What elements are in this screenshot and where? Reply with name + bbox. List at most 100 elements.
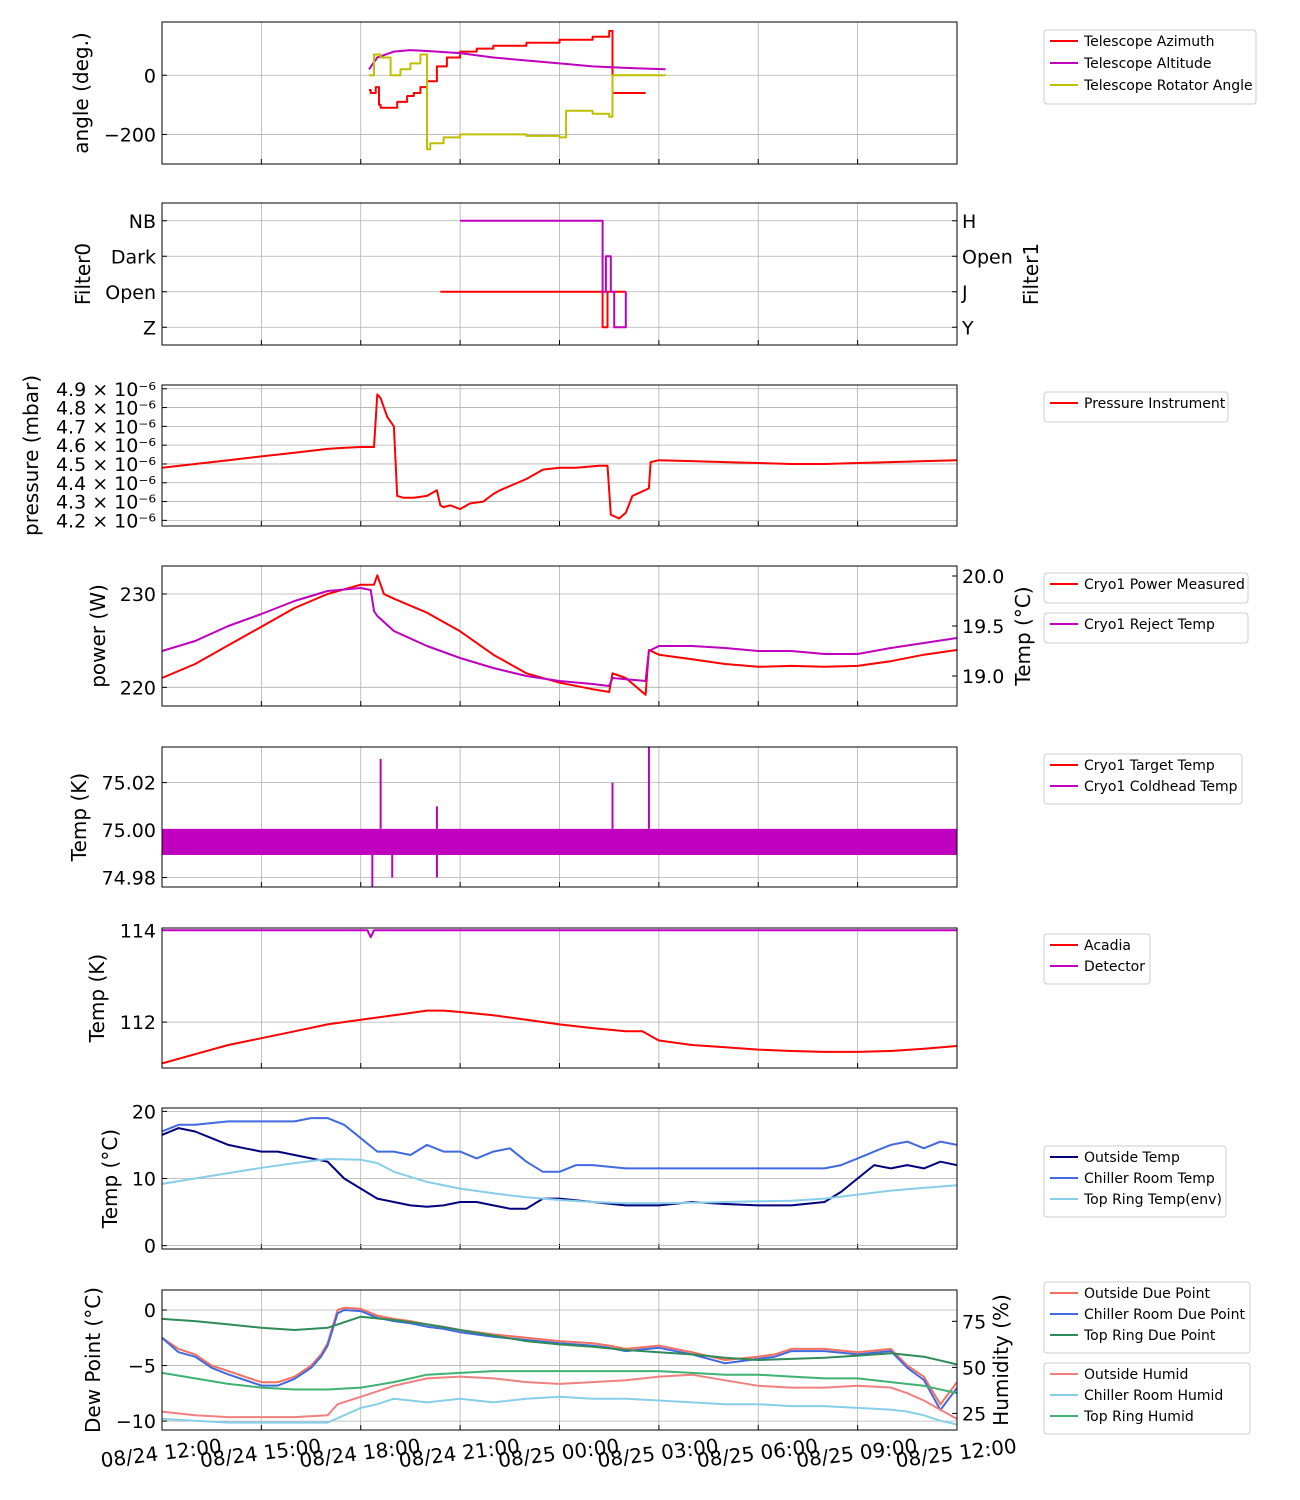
legend-box xyxy=(1043,1362,1251,1435)
legend-label: Pressure Instrument xyxy=(1084,396,1226,412)
y-tick-label: −5 xyxy=(128,1356,156,1378)
y-tick-label: Dark xyxy=(111,246,156,268)
panel-pressure: 4.2 × 10⁻⁶4.3 × 10⁻⁶4.4 × 10⁻⁶4.5 × 10⁻⁶… xyxy=(19,375,1229,536)
y-axis-label: pressure (mbar) xyxy=(19,375,43,536)
y-tick-label-right: H xyxy=(962,211,976,233)
y-axis-label: Temp (K) xyxy=(67,773,91,862)
y-tick-label: 4.7 × 10⁻⁶ xyxy=(56,416,156,438)
y-tick-label: 75.00 xyxy=(102,820,156,842)
series-band-cryo1-coldhead-temp xyxy=(162,828,957,855)
y-tick-label: 4.4 × 10⁻⁶ xyxy=(56,473,156,495)
series-line-cryo1-reject-temp xyxy=(162,587,957,687)
y-tick-label: Open xyxy=(105,282,156,304)
y-tick-label: 4.8 × 10⁻⁶ xyxy=(56,398,156,420)
y-tick-label: 0 xyxy=(144,65,156,87)
y-tick-label-right: 25 xyxy=(962,1403,986,1425)
y-tick-label: 4.2 × 10⁻⁶ xyxy=(56,510,156,532)
y-tick-label: 112 xyxy=(120,1012,156,1034)
series-line-cryo1-power-measured xyxy=(162,574,957,696)
plot-area xyxy=(162,929,957,1065)
series-line-top-ring-temp-env xyxy=(162,1158,957,1205)
legend-label: Detector xyxy=(1084,959,1145,975)
legend-label: Cryo1 Target Temp xyxy=(1084,758,1215,774)
axes-frame xyxy=(161,1289,958,1431)
legend-box xyxy=(1043,1145,1227,1218)
y-axis-label: Dew Point (°C) xyxy=(81,1287,105,1433)
y-tick-label: 4.6 × 10⁻⁶ xyxy=(56,435,156,457)
y-tick-label-right: 50 xyxy=(962,1357,986,1379)
y-tick-label: 75.02 xyxy=(102,773,156,795)
legend-label: Cryo1 Power Measured xyxy=(1084,577,1245,593)
series-line-telescope-rotator-angle xyxy=(369,53,666,151)
legend-label: Outside Due Point xyxy=(1084,1286,1211,1302)
axes-frame xyxy=(161,384,958,527)
y-tick-label: 4.9 × 10⁻⁶ xyxy=(56,379,156,401)
y-tick-label: 74.98 xyxy=(102,868,156,890)
panel-filters: Z Open Dark NB YJ Open H Filter0 Filter1 xyxy=(71,202,1043,346)
y-axis-label: power (W) xyxy=(86,584,110,688)
y-tick-label: 10 xyxy=(132,1169,156,1191)
y-tick-label-right: Y xyxy=(961,317,974,339)
y-tick-label-right: 19.0 xyxy=(962,666,1004,688)
plot-area xyxy=(162,1117,957,1210)
panel-env-temp: 0 10 20 Temp (°C) Outside Temp Chiller Room T… xyxy=(98,1101,1227,1258)
legend-label: Chiller Room Temp xyxy=(1084,1171,1215,1187)
legend-label: Telescope Azimuth xyxy=(1083,34,1214,50)
legend-label: Telescope Rotator Angle xyxy=(1083,78,1253,94)
y-tick-label-right: J xyxy=(961,282,968,304)
series-line-outside-temp xyxy=(162,1127,957,1210)
legend-box xyxy=(1043,933,1151,985)
series-line-telescope-azimuth xyxy=(369,29,646,109)
panel-angle: 0 −200 angle (deg.) Telescope Azimuth Telesc… xyxy=(69,21,1257,165)
series-line-filter1 xyxy=(460,219,627,329)
series-line-top-ring-humid xyxy=(162,1370,957,1395)
y-tick-label-right: 75 xyxy=(962,1311,986,1333)
axes-frame xyxy=(161,1107,958,1250)
y-axis-label: Temp (K) xyxy=(85,954,109,1043)
legend-label: Top Ring Temp(env) xyxy=(1083,1192,1222,1208)
series-line-top-ring-due-point xyxy=(162,1315,957,1366)
legend-label: Top Ring Humid xyxy=(1083,1409,1194,1425)
y-axis-label-right: Filter1 xyxy=(1019,243,1043,305)
legend-label: Cryo1 Coldhead Temp xyxy=(1084,779,1238,795)
series-line-chiller-room-humid xyxy=(162,1395,957,1426)
y-tick-label: 114 xyxy=(120,920,156,942)
legend-label: Chiller Room Due Point xyxy=(1084,1307,1245,1323)
y-tick-label: 0 xyxy=(144,1236,156,1258)
legend-box xyxy=(1043,612,1249,644)
panel-acadia: 112 114 Temp (K) Acadia Detector xyxy=(85,920,1151,1069)
y-tick-label-right: 20.0 xyxy=(962,566,1004,588)
legend-box xyxy=(1043,1281,1251,1354)
y-tick-label: −10 xyxy=(116,1411,156,1433)
panel-dew-point: −10 −5 0 25 50 75 Dew Point (°C) Humidity (%) Ou… xyxy=(81,1281,1251,1472)
plot-area xyxy=(162,747,957,887)
legend-label: Top Ring Due Point xyxy=(1083,1328,1216,1344)
y-tick-label: 4.5 × 10⁻⁶ xyxy=(56,454,156,476)
plot-area xyxy=(162,1306,957,1426)
legend-label: Chiller Room Humid xyxy=(1084,1388,1223,1404)
legend-label: Outside Temp xyxy=(1084,1150,1180,1166)
axes-frame xyxy=(161,21,958,165)
series-line-telescope-altitude xyxy=(368,49,666,71)
plot-area xyxy=(440,219,627,329)
series-line-acadia xyxy=(162,1009,957,1065)
y-tick-label: 20 xyxy=(132,1101,156,1123)
y-axis-label-right: Temp (°C) xyxy=(1011,586,1035,686)
plot-area xyxy=(162,393,957,520)
panel-cryo-temp: 74.98 75.00 75.02 Temp (K) Cryo1 Target Temp… xyxy=(67,746,1243,890)
y-axis-label: angle (deg.) xyxy=(69,32,93,154)
series-line-chiller-room-temp xyxy=(162,1117,957,1173)
plot-area xyxy=(368,29,666,151)
y-tick-label: −200 xyxy=(104,124,156,146)
legend-box xyxy=(1043,753,1243,805)
plot-area xyxy=(162,574,957,696)
axes-frame xyxy=(161,746,958,888)
axes-frame xyxy=(161,927,958,1069)
y-tick-label: 220 xyxy=(120,677,156,699)
y-tick-label: Z xyxy=(143,317,156,339)
legend-box xyxy=(1043,391,1229,423)
legend-box xyxy=(1043,572,1249,604)
legend-label: Telescope Altitude xyxy=(1083,56,1212,72)
axes-frame xyxy=(161,202,958,346)
series-line-chiller-room-due-point xyxy=(162,1309,957,1411)
